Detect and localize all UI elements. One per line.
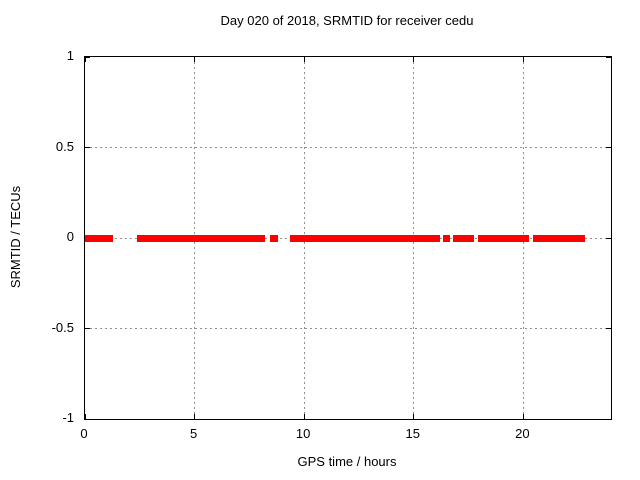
x-axis-label: GPS time / hours	[297, 454, 397, 469]
y-tick-label: 0.5	[55, 138, 74, 154]
x-tick-top	[84, 57, 86, 62]
x-tick-label: 0	[80, 426, 88, 441]
x-tick-top	[522, 57, 524, 62]
x-tick-top	[303, 57, 305, 62]
y-tick-right	[606, 56, 611, 58]
data-segment	[442, 234, 450, 242]
x-tick-bottom	[413, 414, 415, 419]
data-segment	[136, 234, 265, 242]
data-segment	[289, 234, 440, 242]
y-tick-label: 0	[66, 229, 74, 244]
data-segment	[533, 234, 585, 242]
y-tick-left	[85, 418, 90, 420]
y-axis-label: SRMTID / TECUs	[8, 185, 23, 289]
chart-title: Day 020 of 2018, SRMTID for receiver ced…	[220, 13, 474, 28]
y-tick-label: 1	[66, 48, 74, 63]
y-tick-right	[606, 237, 611, 239]
y-tick-right	[606, 418, 611, 420]
data-segment	[85, 234, 114, 242]
y-tick-left	[85, 56, 90, 58]
y-tick-right	[606, 328, 611, 329]
data-segment	[452, 234, 475, 242]
data-segment	[269, 234, 278, 242]
y-gridline	[85, 328, 611, 329]
x-tick-top	[194, 57, 196, 62]
y-tick-right	[606, 147, 611, 148]
x-tick-bottom	[522, 414, 524, 419]
x-tick-label: 15	[405, 426, 420, 441]
x-tick-bottom	[84, 414, 86, 419]
y-tick-label: -1	[62, 410, 74, 425]
plot-area	[84, 56, 612, 420]
y-gridline	[85, 147, 611, 148]
x-tick-label: 5	[189, 426, 198, 441]
x-tick-top	[413, 57, 415, 62]
x-tick-label: 20	[515, 426, 530, 441]
y-tick-label: -0.5	[51, 319, 74, 335]
data-segment	[478, 234, 530, 242]
x-tick-bottom	[194, 414, 196, 419]
y-tick-left	[85, 328, 90, 329]
x-tick-label: 10	[295, 426, 311, 441]
x-tick-bottom	[303, 414, 305, 419]
y-tick-left	[85, 147, 90, 148]
